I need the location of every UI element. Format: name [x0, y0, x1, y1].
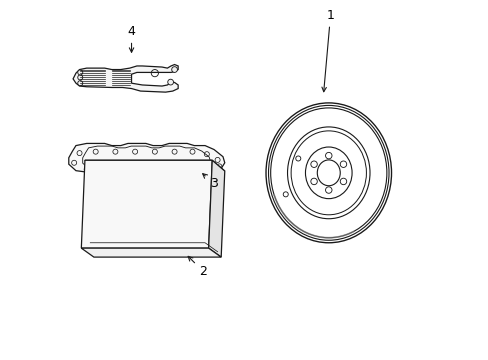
Polygon shape: [81, 160, 212, 248]
Circle shape: [78, 81, 82, 86]
Polygon shape: [85, 160, 224, 171]
Polygon shape: [73, 64, 178, 92]
Circle shape: [78, 75, 82, 80]
Text: 3: 3: [203, 174, 218, 190]
Text: 4: 4: [127, 25, 135, 52]
Polygon shape: [81, 248, 221, 257]
Circle shape: [167, 79, 173, 85]
Polygon shape: [69, 143, 224, 172]
Circle shape: [171, 67, 177, 72]
Polygon shape: [208, 160, 224, 257]
Text: 1: 1: [321, 9, 334, 92]
Text: 2: 2: [188, 256, 207, 278]
Circle shape: [78, 70, 82, 75]
